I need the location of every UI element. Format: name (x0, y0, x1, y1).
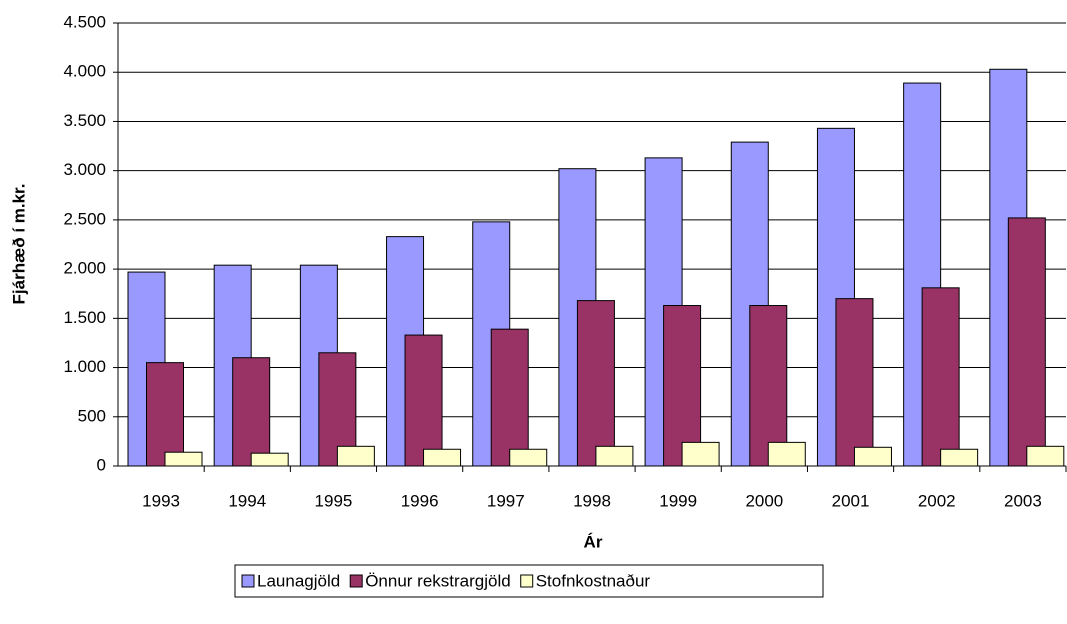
y-tick-label: 2.500 (63, 209, 106, 228)
bar (576, 300, 615, 467)
bar (681, 441, 720, 467)
x-tick-label: 1993 (142, 491, 180, 510)
y-tick-label: 1.500 (63, 308, 106, 327)
legend-label: Önnur rekstrargjöld (365, 571, 511, 590)
y-tick-label: 500 (78, 406, 106, 425)
bar (164, 451, 203, 467)
x-tick-label: 2001 (832, 491, 870, 510)
bar (423, 448, 462, 467)
bar (232, 357, 271, 467)
x-tick-label: 1998 (573, 491, 611, 510)
bar (250, 452, 289, 467)
x-tick-label: 1999 (659, 491, 697, 510)
legend-label: Launagjöld (257, 571, 340, 590)
bar (1026, 445, 1065, 467)
legend-swatch (520, 574, 534, 588)
y-tick-label: 3.000 (63, 160, 106, 179)
bar (336, 445, 375, 467)
y-tick-label: 3.500 (63, 111, 106, 130)
y-tick-label: 1.000 (63, 357, 106, 376)
bar (767, 441, 806, 467)
bar (595, 445, 634, 467)
bar (404, 334, 443, 467)
bar (490, 328, 529, 467)
bar (921, 287, 960, 467)
x-tick-label: 2002 (918, 491, 956, 510)
bar (853, 446, 892, 467)
x-tick-label: 1995 (315, 491, 353, 510)
x-axis-label: Ár (584, 532, 603, 551)
legend-label: Stofnkostnaður (536, 571, 651, 590)
bar (509, 448, 548, 467)
bar (940, 448, 979, 467)
bar (749, 305, 788, 467)
x-tick-label: 2003 (1004, 491, 1042, 510)
x-tick-label: 1994 (228, 491, 266, 510)
legend-swatch (241, 574, 255, 588)
y-tick-label: 4.000 (63, 62, 106, 81)
bar (146, 362, 184, 467)
y-tick-label: 4.500 (63, 12, 106, 31)
legend-swatch (349, 574, 363, 588)
bar (1007, 217, 1046, 467)
x-tick-label: 2000 (745, 491, 783, 510)
y-axis-label: Fjárhæð í m.kr. (9, 184, 28, 305)
x-tick-label: 1996 (401, 491, 439, 510)
y-tick-label: 0 (97, 455, 106, 474)
bar (835, 298, 874, 467)
x-tick-label: 1997 (487, 491, 525, 510)
y-tick-label: 2.000 (63, 259, 106, 278)
